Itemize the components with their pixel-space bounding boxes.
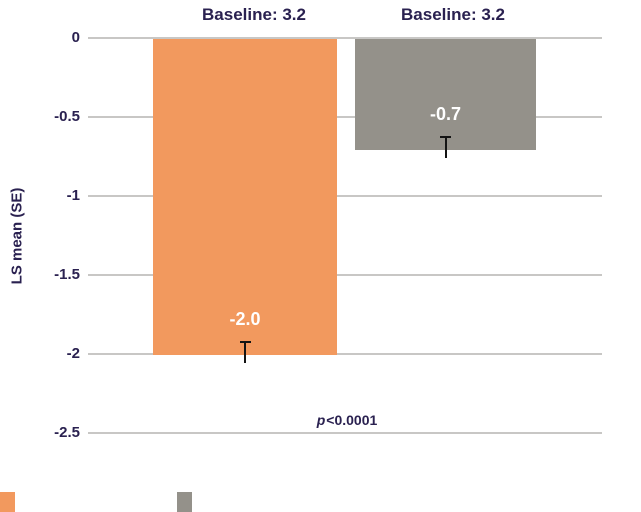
error-bar-stem [445, 136, 447, 158]
baseline-label-series-2: Baseline: 3.2 [401, 5, 505, 24]
y-tick-label: -1.5 [54, 266, 80, 283]
gridline-1 [88, 195, 602, 197]
legend-swatch-series-1[interactable] [0, 492, 15, 512]
p-value-annotation: p<0.0001 [247, 412, 447, 428]
gridline-0 [88, 37, 602, 39]
bar-value-label: -2.0 [229, 309, 261, 329]
gridline-2 [88, 353, 602, 355]
error-bar-stem [244, 341, 246, 363]
y-tick-label: 0 [71, 29, 80, 46]
legend-swatch-series-2[interactable] [177, 492, 192, 512]
gridline-0_5 [88, 116, 602, 118]
bar-value-label: -0.7 [429, 104, 462, 124]
y-tick-label: -2 [66, 345, 80, 362]
gridline-1_5 [88, 274, 602, 276]
y-tick-label: -1 [66, 187, 80, 204]
bar-series-1: -2.0 [153, 39, 337, 355]
y-tick-label: -2.5 [54, 424, 80, 441]
bar-series-2: -0.7 [355, 39, 536, 150]
p-value-text: <0.0001 [326, 412, 378, 428]
gridline-2_5 [88, 432, 602, 434]
y-axis-title: LS mean (SE) [8, 187, 26, 285]
y-tick-label: -0.5 [54, 108, 80, 125]
p-value-symbol: p [316, 412, 326, 428]
baseline-label-series-1: Baseline: 3.2 [202, 5, 306, 24]
